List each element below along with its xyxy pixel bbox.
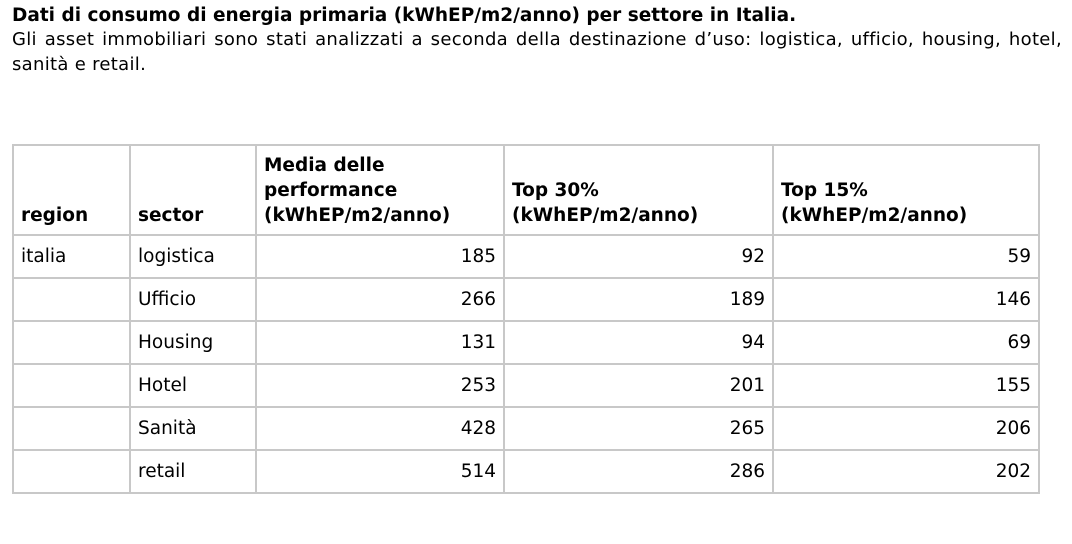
table-cell: Hotel [129,363,257,408]
header-line: Media delle [264,155,385,176]
table-row: Housing 131 94 69 [12,320,1040,365]
table-cell [12,449,131,494]
header-line: region [21,205,89,226]
table-cell: 514 [255,449,505,494]
table-cell: logistica [129,234,257,279]
title: Dati di consumo di energia primaria (kWh… [12,5,797,26]
table-row: retail 514 286 202 [12,449,1040,494]
header-line: (kWhEP/m2/anno) [512,205,699,226]
table-row: Ufficio 266 189 146 [12,277,1040,322]
table-cell [12,363,131,408]
table-cell: italia [12,234,131,279]
header-line: (kWhEP/m2/anno) [264,205,451,226]
table-cell: 185 [255,234,505,279]
column-header: Top 15% (kWhEP/m2/anno) [772,144,1040,236]
table-cell: 253 [255,363,505,408]
table-cell: 206 [772,406,1040,451]
subtitle: Gli asset immobiliari sono stati analizz… [12,29,1062,75]
table-cell: 146 [772,277,1040,322]
table-cell: 69 [772,320,1040,365]
table-cell: 202 [772,449,1040,494]
table-cell: 94 [503,320,774,365]
header-row: region sector Media delle performance (kWhEP… [12,144,1040,236]
table-cell: 201 [503,363,774,408]
table-cell [12,320,131,365]
table-cell: 266 [255,277,505,322]
table-cell: Ufficio [129,277,257,322]
table-row: Sanità 428 265 206 [12,406,1040,451]
column-header: Media delle performance (kWhEP/m2/anno) [255,144,505,236]
table-body: italia logistica 185 92 59 Ufficio 266 189 146 Ho… [12,234,1040,494]
table-cell: 59 [772,234,1040,279]
table-cell [12,406,131,451]
table-cell: 131 [255,320,505,365]
table-cell: 428 [255,406,505,451]
table-cell: Sanità [129,406,257,451]
header-line: Top 15% [781,180,868,201]
column-header: region [12,144,131,236]
table-cell: 155 [772,363,1040,408]
table-cell: retail [129,449,257,494]
table-cell: 265 [503,406,774,451]
header-line: (kWhEP/m2/anno) [781,205,968,226]
column-header: Top 30% (kWhEP/m2/anno) [503,144,774,236]
header-line: performance [264,180,398,201]
table-cell: 286 [503,449,774,494]
table-row: italia logistica 185 92 59 [12,234,1040,279]
header-line: Top 30% [512,180,599,201]
table-row: Hotel 253 201 155 [12,363,1040,408]
table-cell: 92 [503,234,774,279]
header-line: sector [138,205,204,226]
header: Dati di consumo di energia primaria (kWh… [12,4,1062,77]
table-cell: 189 [503,277,774,322]
column-header: sector [129,144,257,236]
table-cell [12,277,131,322]
table-cell: Housing [129,320,257,365]
data-table: region sector Media delle performance (kWhEP… [12,144,1040,494]
